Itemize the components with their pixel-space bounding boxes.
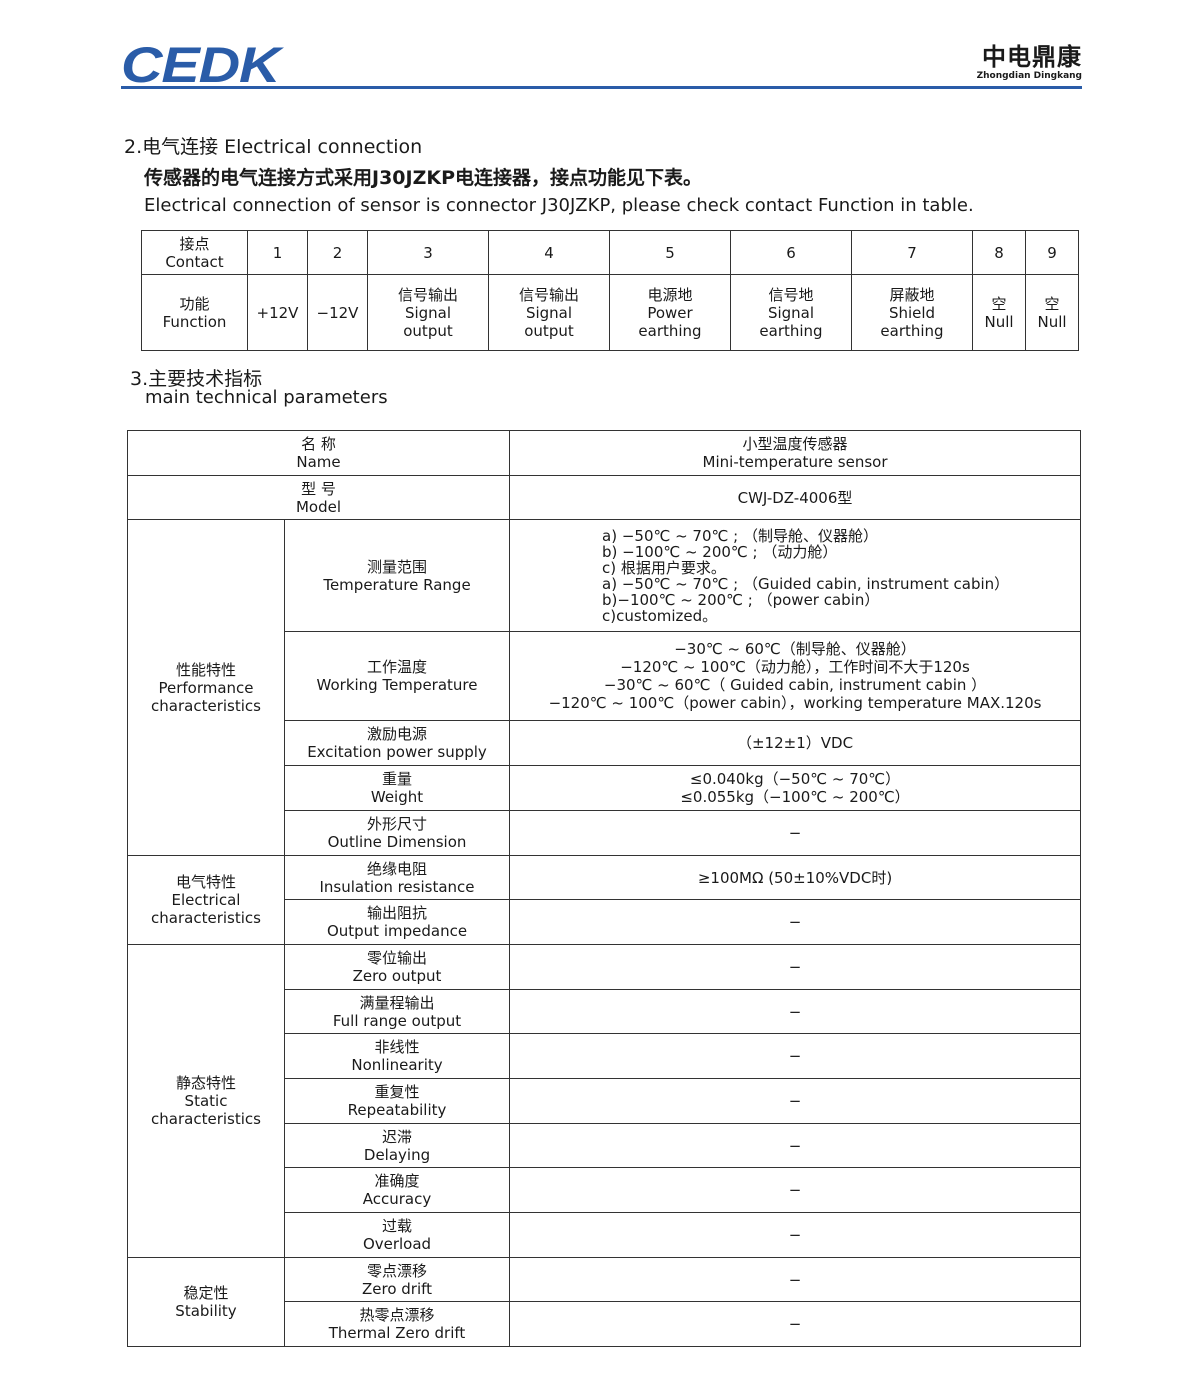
param-label: 输出阻抗 Output impedance [283, 899, 511, 945]
contact-no: 9 [1025, 230, 1079, 275]
param-value: − [509, 1257, 1082, 1302]
brand-name-cn: 中电鼎康 [982, 43, 1082, 71]
param-value: − [509, 989, 1082, 1034]
param-label: 满量程输出 Full range output [283, 989, 511, 1034]
param-label: 过载 Overload [283, 1212, 511, 1258]
contact-no: 4 [488, 230, 610, 275]
group-performance: 性能特性 Performance characteristics [127, 519, 285, 856]
section-desc-cn: 传感器的电气连接方式采用J30JZKP电连接器，接点功能见下表。 [144, 167, 703, 189]
contact-function: 空 Null [972, 274, 1026, 351]
group-stability: 稳定性 Stability [127, 1257, 285, 1347]
param-label: 工作温度 Working Temperature [283, 631, 511, 721]
param-value: − [509, 1033, 1082, 1079]
brand-logo: 中电鼎康 Zhongdian Dingkang [977, 44, 1082, 82]
param-label: 测量范围 Temperature Range [283, 519, 511, 632]
param-label: 非线性 Nonlinearity [283, 1033, 511, 1079]
param-value: − [509, 1167, 1082, 1213]
param-value: （±12±1）VDC [509, 720, 1082, 766]
contact-function: +12V [247, 274, 308, 351]
header-divider [121, 86, 1082, 89]
param-value: 小型温度传感器 Mini-temperature sensor [509, 430, 1082, 476]
contact-no: 6 [730, 230, 852, 275]
contact-header: 接点 Contact [141, 230, 248, 275]
section-title-params-en: main technical parameters [145, 387, 388, 408]
section-title-electrical: 2.电气连接 Electrical connection [124, 136, 423, 158]
param-value: ≥100MΩ (50±10%VDC时) [509, 855, 1082, 900]
param-value: ≤0.040kg（−50℃ ~ 70℃） ≤0.055kg（−100℃ ~ 20… [509, 765, 1082, 811]
cedk-logo: CEDK [121, 37, 280, 93]
contact-no: 5 [609, 230, 731, 275]
param-label: 迟滞 Delaying [283, 1123, 511, 1168]
param-label: 准确度 Accuracy [283, 1167, 511, 1213]
contact-no: 1 [247, 230, 308, 275]
param-label: 零位输出 Zero output [283, 944, 511, 990]
param-value: a) −50℃ ~ 70℃ ; （制导舱、仪器舱） b) −100℃ ~ 200… [509, 519, 1082, 632]
contact-function: 信号输出 Signal output [488, 274, 610, 351]
param-label: 重量 Weight [283, 765, 511, 811]
contact-no: 7 [851, 230, 973, 275]
parameters-table: 名 称 Name 小型温度传感器 Mini-temperature sensor … [126, 430, 1082, 1347]
contact-function: 信号输出 Signal output [367, 274, 489, 351]
param-label: 零点漂移 Zero drift [283, 1257, 511, 1302]
contact-function: 空 Null [1025, 274, 1079, 351]
function-header: 功能 Function [141, 274, 248, 351]
contact-function: 电源地 Power earthing [609, 274, 731, 351]
contact-table: 接点 Contact 1 2 3 4 5 6 7 8 9 功能 Function… [141, 230, 1079, 351]
group-electrical: 电气特性 Electrical characteristics [127, 855, 285, 945]
param-label: 型 号 Model [126, 475, 511, 520]
group-static: 静态特性 Static characteristics [127, 944, 285, 1258]
section-desc-en: Electrical connection of sensor is conne… [144, 195, 974, 216]
param-value: − [509, 1078, 1082, 1124]
section-title-params-cn: 3.主要技术指标 [130, 368, 263, 390]
param-label: 重复性 Repeatability [283, 1078, 511, 1124]
param-value: CWJ-DZ-4006型 [509, 475, 1082, 520]
contact-no: 2 [307, 230, 368, 275]
param-label: 激励电源 Excitation power supply [283, 720, 511, 766]
contact-no: 3 [367, 230, 489, 275]
contact-function: −12V [307, 274, 368, 351]
param-label: 名 称 Name [126, 430, 511, 476]
param-value: −30℃ ~ 60℃（制导舱、仪器舱） −120℃ ~ 100℃（动力舱），工作… [509, 631, 1082, 721]
param-value: − [509, 1212, 1082, 1258]
param-label: 热零点漂移 Thermal Zero drift [283, 1301, 511, 1347]
param-label: 绝缘电阻 Insulation resistance [283, 855, 511, 900]
param-value: − [509, 810, 1082, 856]
brand-name-en: Zhongdian Dingkang [976, 71, 1082, 81]
param-value: − [509, 1123, 1082, 1168]
contact-function: 信号地 Signal earthing [730, 274, 852, 351]
param-value: − [509, 944, 1082, 990]
param-value: − [509, 1301, 1082, 1347]
contact-function: 屏蔽地 Shield earthing [851, 274, 973, 351]
param-label: 外形尺寸 Outline Dimension [283, 810, 511, 856]
param-value: − [509, 899, 1082, 945]
contact-no: 8 [972, 230, 1026, 275]
